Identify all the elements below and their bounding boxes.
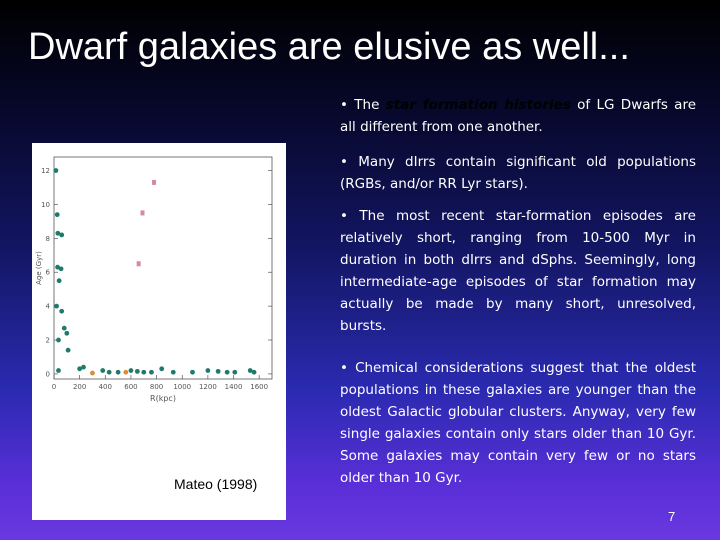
bullet-sfh-highlight: star formation histories <box>385 97 571 113</box>
y-tick-label: 8 <box>46 235 50 243</box>
data-point-teal <box>81 364 86 370</box>
data-point-pink <box>140 210 145 216</box>
y-tick-label: 0 <box>46 370 50 378</box>
data-point-teal <box>56 368 61 373</box>
data-point-teal <box>128 368 134 373</box>
x-axis-label: R(kpc) <box>150 394 176 403</box>
y-axis-label: Age (Gyr) <box>35 251 43 285</box>
x-tick-label: 1400 <box>225 383 243 391</box>
x-tick-label: 200 <box>73 383 86 391</box>
data-point-teal <box>56 337 61 343</box>
y-tick-label: 2 <box>46 337 50 345</box>
data-point-teal <box>247 368 253 373</box>
data-point-teal <box>232 369 238 375</box>
data-point-teal <box>224 369 230 375</box>
data-point-teal <box>170 369 176 375</box>
bullet-sfh-suffix: of LG Dwarfs are all different from one … <box>340 97 696 135</box>
plot-frame <box>53 156 273 380</box>
data-point-teal <box>59 308 65 314</box>
x-tick-label: 800 <box>150 383 163 391</box>
x-tick-label: 600 <box>124 383 137 391</box>
data-point-teal <box>205 368 211 373</box>
bullet-chemical: • Chemical considerations suggest that t… <box>340 360 696 486</box>
data-point-pink <box>152 179 157 185</box>
data-point-teal <box>61 325 67 331</box>
y-tick-label: 4 <box>46 303 51 311</box>
y-tick-label: 6 <box>46 269 51 277</box>
bullet-sfh: • The star formation histories of LG Dwa… <box>340 94 696 138</box>
slide-title: Dwarf galaxies are elusive as well... <box>28 26 630 68</box>
data-point-teal <box>190 369 195 375</box>
x-tick-label: 0 <box>52 383 56 391</box>
data-point-teal <box>149 369 154 375</box>
data-point-teal <box>53 168 59 173</box>
bullet-old-populations: • Many dIrrs contain significant old pop… <box>340 154 696 192</box>
x-tick-label: 1600 <box>250 383 268 391</box>
data-point-teal <box>100 368 106 373</box>
data-point-teal <box>58 266 64 272</box>
y-tick-label: 10 <box>41 201 50 209</box>
data-point-orange <box>123 369 129 375</box>
data-point-teal <box>215 368 221 374</box>
data-point-orange <box>90 370 95 376</box>
data-point-teal <box>65 347 71 353</box>
age-vs-distance-figure: 0 200 400 600 800 1000 1200 1400 1600 0 2 4 6 8 10 12 R(… <box>32 143 286 520</box>
bullet-sfh-prefix: • The <box>340 97 386 113</box>
data-point-teal <box>56 278 62 284</box>
data-point-teal <box>141 369 147 375</box>
scatter-plot: 0 200 400 600 800 1000 1200 1400 1600 0 2 4 6 8 10 12 R(… <box>35 156 273 403</box>
slide-number: 7 <box>668 509 676 524</box>
data-point-teal <box>251 369 257 375</box>
bullet-recent-episodes: • The most recent star-formation episode… <box>340 208 696 334</box>
data-point-teal <box>77 366 83 372</box>
data-point-pink <box>136 261 141 267</box>
y-tick-label: 12 <box>41 167 50 175</box>
data-point-teal <box>59 232 65 238</box>
x-tick-label: 1000 <box>173 383 191 391</box>
data-point-teal <box>115 369 121 375</box>
data-point-teal <box>106 369 112 375</box>
data-point-teal <box>54 303 59 309</box>
data-point-teal <box>64 330 70 336</box>
data-point-teal <box>55 230 61 236</box>
data-point-teal <box>134 368 140 374</box>
x-tick-label: 400 <box>99 383 112 391</box>
figure-caption: Mateo (1998) <box>174 476 258 492</box>
data-point-teal <box>54 212 60 218</box>
data-point-teal <box>159 366 165 372</box>
x-tick-label: 1200 <box>199 383 217 391</box>
